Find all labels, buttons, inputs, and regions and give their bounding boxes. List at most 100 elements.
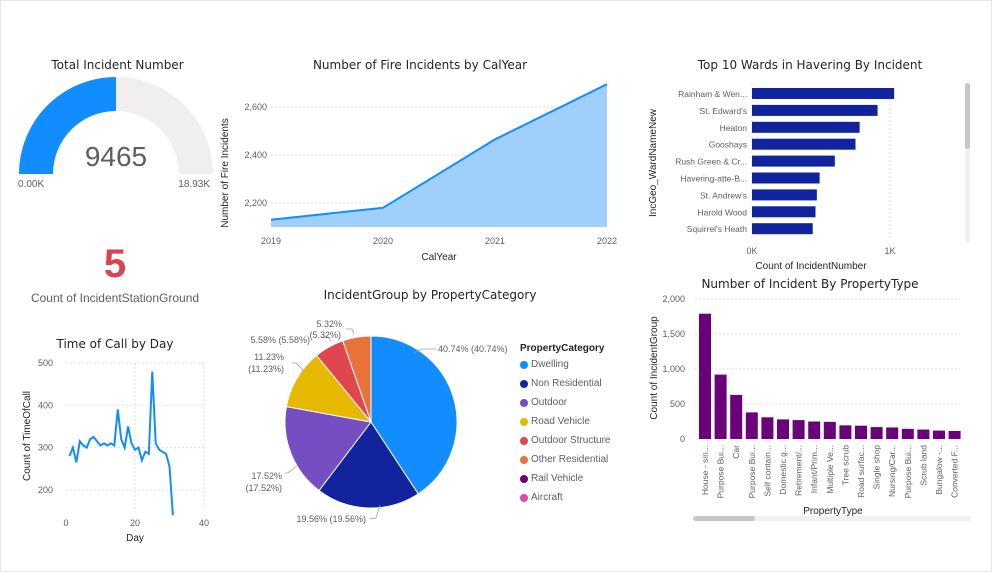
area-x-tick-label: 2019 [261, 236, 281, 246]
time-of-call-y-tick-label: 400 [38, 400, 53, 410]
property-type-category-label: House - sin... [700, 445, 710, 495]
time-of-call-x-tick-label: 40 [199, 518, 209, 528]
pie-slice-other-residential [342, 335, 372, 423]
property-type-y-tick-label: 1,500 [662, 329, 685, 339]
property-type-scrollbar-thumb[interactable] [693, 516, 755, 521]
property-type-bar [823, 421, 836, 439]
time-of-call-x-tick-label: 0 [63, 518, 68, 528]
property-type-category-label: Nursing/Car... [887, 445, 897, 497]
property-type-y-axis-label: Count of IncidentGroup [649, 316, 660, 420]
wards-x-tick-label: 0K [746, 246, 757, 256]
property-type-category-label: Purpose Bui... [747, 445, 757, 498]
pie-slice-outdoor [284, 406, 372, 492]
wards-bar [752, 155, 835, 167]
property-type-category-label: Single shop [872, 445, 882, 490]
property-type-y-tick-label: 1,000 [662, 364, 685, 374]
pie-legend-item[interactable]: Outdoor [520, 393, 630, 412]
property-type-bar [948, 430, 961, 439]
property-type-y-tick-label: 0 [680, 434, 685, 444]
wards-bar [752, 223, 813, 235]
wards-y-axis-label: IncGeo_WardNameNew [648, 108, 659, 217]
property-type-category-label: Purpose Bui... [903, 445, 913, 498]
property-type-bar [777, 419, 789, 439]
property-type-bar [792, 420, 805, 439]
wards-category-label: Rush Green & Cr... [675, 157, 747, 167]
pie-legend-item[interactable]: Aircraft [520, 488, 630, 507]
legend-marker-icon [520, 379, 528, 388]
wards-x-axis-label: Count of IncidentNumber [755, 261, 867, 272]
area-x-tick-label: 2022 [597, 236, 617, 246]
property-type-bar [933, 430, 945, 439]
gauge-value: 9465 [85, 141, 147, 172]
pie-legend-item[interactable]: Other Residential [520, 450, 630, 469]
wards-chart-title: Top 10 Wards in Havering By Incident [697, 58, 923, 72]
property-type-visual[interactable]: Number of Incident By PropertyType 0 500 1… [645, 272, 975, 527]
gauge-visual[interactable]: Total Incident Number 9465 0.00K 18.93K [10, 55, 225, 200]
area-y-tick-label: 2,400 [244, 150, 267, 160]
pie-legend-item[interactable]: Rail Vehicle [520, 469, 630, 488]
property-type-bar [839, 425, 852, 439]
pie-legend-title: PropertyCategory [520, 343, 605, 354]
area-chart-svg: 2,200 2,400 2,600 2019 2020 2021 2022 CalYear… [220, 83, 617, 263]
pie-legend-item[interactable]: Outdoor Structure [520, 431, 630, 450]
pie-chart-title: IncidentGroup by PropertyCategory [323, 288, 537, 302]
time-of-call-y-tick-label: 500 [38, 358, 53, 368]
wards-bar [752, 206, 816, 218]
property-type-category-label: Car [731, 445, 741, 459]
pie-label-other-residential: 5.32% [316, 319, 342, 329]
pie-legend-item[interactable]: Non Residential [520, 374, 630, 393]
pie-legend-label: Outdoor Structure [531, 435, 611, 446]
property-type-title: Number of Incident By PropertyType [701, 277, 919, 291]
time-of-call-visual[interactable]: Time of Call by Day 200 300 400 500 0 20 40 D… [15, 333, 215, 548]
wards-bar [752, 88, 895, 99]
wards-chart-svg: Rainham & Wen... St. Edward's Heaton Goosha… [648, 83, 970, 272]
pie-label-outdoor: 17.52% [251, 471, 282, 481]
property-type-scrollbar-track[interactable] [693, 516, 971, 521]
pie-legend-item[interactable]: Road Vehicle [520, 412, 630, 431]
wards-category-label: Rainham & Wen... [678, 89, 747, 99]
pie-chart-visual[interactable]: IncidentGroup by PropertyCategory 40.74%… [230, 283, 630, 538]
time-of-call-line [68, 371, 174, 516]
time-of-call-svg: 200 300 400 500 0 20 40 Day Count of TimeOfCa… [22, 358, 209, 544]
time-of-call-y-axis-label: Count of TimeOfCall [22, 391, 33, 481]
property-type-category-label: Domestic g... [778, 445, 788, 495]
time-of-call-x-tick-label: 20 [130, 518, 140, 528]
area-chart-visual[interactable]: Number of Fire Incidents by CalYear 2,20… [215, 55, 625, 270]
property-type-category-label: Converted F... [950, 445, 960, 498]
property-type-bar [745, 412, 758, 439]
pie-legend-label: Outdoor [531, 397, 568, 408]
property-type-bar [855, 425, 867, 439]
pie-label-dwelling: 40.74% (40.74%) [438, 344, 508, 354]
pie-legend-item[interactable]: Dwelling [520, 355, 630, 374]
property-type-category-label: Bungalow -... [934, 445, 944, 495]
pie-legend-label: Aircraft [531, 492, 563, 503]
property-type-x-axis-label: PropertyType [803, 506, 863, 517]
property-type-bar [917, 429, 930, 439]
wards-category-label: St. Andrew's [700, 190, 747, 200]
property-type-category-label: Retirement/... [794, 445, 804, 496]
time-of-call-title: Time of Call by Day [56, 337, 174, 351]
property-type-bar [730, 394, 743, 439]
area-x-tick-label: 2020 [373, 236, 393, 246]
time-of-call-y-tick-label: 200 [38, 485, 53, 495]
leader-line-non-residential [369, 504, 381, 520]
card-label: Count of IncidentStationGround [30, 291, 200, 305]
leader-line-dwelling [413, 348, 436, 354]
legend-marker-icon [520, 398, 528, 407]
pie-label-outdoor-pct: (17.52%) [245, 483, 282, 493]
wards-scrollbar-thumb[interactable] [965, 83, 970, 149]
wards-bar [752, 138, 856, 150]
station-ground-card[interactable]: 5 Count of IncidentStationGround [15, 240, 215, 310]
wards-bar [752, 121, 860, 133]
wards-bar [752, 189, 817, 201]
wards-category-label: St. Edward's [700, 106, 747, 116]
legend-marker-icon [520, 474, 528, 483]
property-type-bar [886, 427, 899, 439]
legend-marker-icon [520, 436, 528, 445]
leader-line-other-residential [346, 328, 355, 335]
area-fill [271, 84, 607, 227]
property-type-bar [699, 313, 711, 439]
property-type-bar [714, 374, 727, 439]
wards-bar-visual[interactable]: Top 10 Wards in Havering By Incident Rai… [645, 55, 975, 275]
